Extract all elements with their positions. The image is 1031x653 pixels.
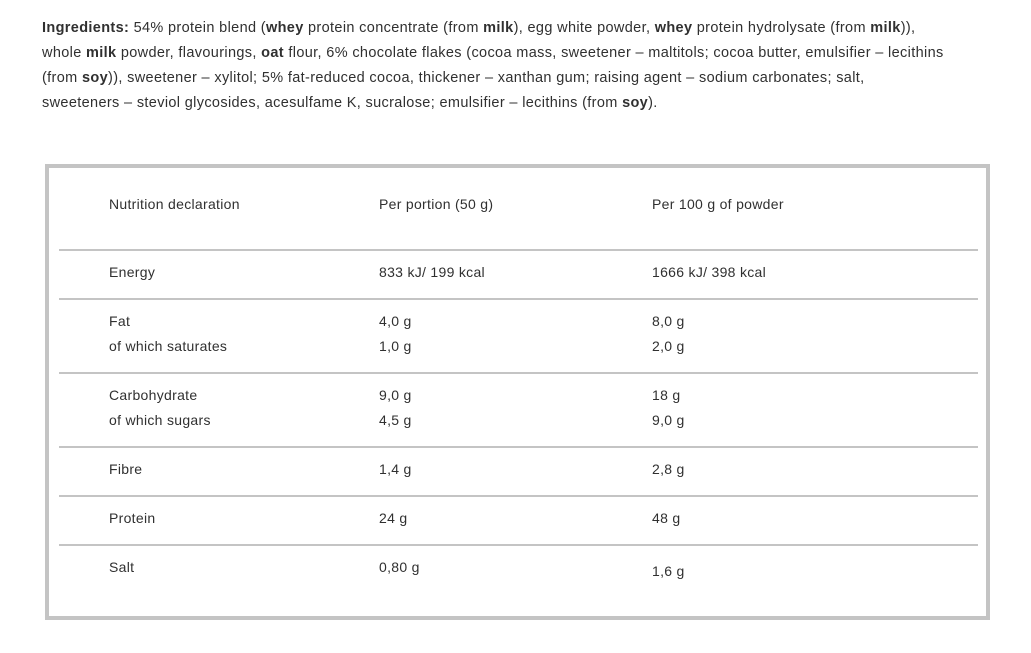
per-100g-value-cell: 1,6 g [652, 555, 966, 580]
row-divider [59, 249, 978, 251]
ingredients-line: (from soy)), sweetener – xylitol; 5% fat… [42, 66, 993, 91]
nutrient-label: Salt [109, 559, 135, 575]
ingredients-line: whole milk powder, flavourings, oat flou… [42, 41, 993, 66]
nutrition-label-page: Ingredients: 54% protein blend (whey pro… [0, 16, 1031, 653]
nutrient-value: 1,0 g [379, 338, 412, 354]
per-100g-value-cell: 18 g 9,0 g [652, 383, 966, 433]
per-portion-value-cell: 0,80 g [379, 555, 652, 580]
ingredient-text: flour, 6% chocolate flakes (cocoa mass, … [283, 45, 944, 61]
ingredient-text: sweeteners – steviol glycosides, acesulf… [42, 95, 623, 111]
per-portion-value-cell: 24 g [379, 506, 652, 531]
table-row-energy: Energy 833 kJ/ 199 kcal 1666 kJ/ 398 kca… [49, 251, 986, 298]
nutrient-name-cell: Energy [109, 260, 379, 285]
ingredient-allergen-emphasis: whey [654, 20, 693, 36]
ingredient-text: (from [42, 70, 82, 86]
per-portion-value-cell: 9,0 g 4,5 g [379, 383, 652, 433]
ingredient-allergen-emphasis: soy [81, 70, 109, 86]
table-header-row: Nutrition declaration Per portion (50 g)… [49, 168, 986, 249]
nutrition-table: Nutrition declaration Per portion (50 g)… [45, 164, 990, 620]
ingredients-line: sweeteners – steviol glycosides, acesulf… [42, 91, 993, 116]
row-divider [59, 495, 978, 497]
nutrient-value: 0,80 g [379, 559, 420, 575]
header-label: Per portion (50 g) [379, 196, 494, 212]
ingredient-text: protein hydrolysate (from [692, 20, 871, 36]
header-label: Per 100 g of powder [652, 196, 784, 212]
table-row-protein: Protein 24 g 48 g [49, 497, 986, 544]
ingredient-text: protein concentrate (from [303, 20, 484, 36]
ingredient-allergen-emphasis: milk [870, 20, 901, 36]
nutrient-name-cell: Fat of which saturates [109, 309, 379, 359]
nutrient-value: 4,0 g [379, 313, 412, 329]
nutrient-value: 8,0 g [652, 313, 685, 329]
ingredient-text: )), [900, 20, 916, 36]
nutrient-label: Energy [109, 264, 156, 280]
per-100g-value-cell: 8,0 g 2,0 g [652, 309, 966, 359]
header-label: Nutrition declaration [109, 196, 240, 212]
table-row-salt: Salt 0,80 g 1,6 g [49, 546, 986, 614]
ingredient-allergen-emphasis: soy [622, 95, 649, 111]
nutrient-label: Carbohydrate [109, 387, 198, 403]
per-100g-value-cell: 48 g [652, 506, 966, 531]
ingredient-text: 54% protein blend ( [133, 20, 266, 36]
header-cell-per-100g: Per 100 g of powder [652, 196, 966, 212]
header-cell-per-portion: Per portion (50 g) [379, 196, 652, 212]
per-100g-value-cell: 1666 kJ/ 398 kcal [652, 260, 966, 285]
nutrient-value: 2,8 g [652, 461, 685, 477]
nutrient-value: 18 g [652, 387, 681, 403]
ingredient-text: ). [648, 95, 658, 111]
nutrient-label: of which saturates [109, 338, 228, 354]
nutrient-value: 1666 kJ/ 398 kcal [652, 264, 767, 280]
row-divider [59, 372, 978, 374]
nutrient-name-cell: Protein [109, 506, 379, 531]
row-divider [59, 298, 978, 300]
nutrient-label: of which sugars [109, 412, 211, 428]
per-portion-value-cell: 833 kJ/ 199 kcal [379, 260, 652, 285]
ingredient-text: )), sweetener – xylitol; 5% fat-reduced … [108, 70, 865, 86]
nutrient-value: 4,5 g [379, 412, 412, 428]
row-divider [59, 446, 978, 448]
row-divider [59, 544, 978, 546]
ingredient-allergen-emphasis: milk [483, 20, 514, 36]
ingredients-line: Ingredients: 54% protein blend (whey pro… [42, 16, 993, 41]
header-cell-nutrition-declaration: Nutrition declaration [109, 196, 379, 212]
nutrient-value: 9,0 g [652, 412, 685, 428]
ingredient-text: powder, flavourings, [116, 45, 262, 61]
nutrient-value: 48 g [652, 510, 681, 526]
nutrient-label: Fat [109, 313, 131, 329]
per-portion-value-cell: 4,0 g 1,0 g [379, 309, 652, 359]
nutrient-value: 833 kJ/ 199 kcal [379, 264, 485, 280]
ingredient-allergen-emphasis: Ingredients: [42, 20, 134, 36]
per-100g-value-cell: 2,8 g [652, 457, 966, 482]
table-body: Energy 833 kJ/ 199 kcal 1666 kJ/ 398 kca… [49, 249, 986, 614]
nutrient-value: 1,6 g [652, 563, 685, 579]
table-row-fat: Fat of which saturates 4,0 g 1,0 g 8,0 g 2,… [49, 300, 986, 372]
nutrient-label: Fibre [109, 461, 143, 477]
ingredient-text: whole [42, 45, 87, 61]
ingredient-allergen-emphasis: oat [261, 45, 284, 61]
nutrient-value: 2,0 g [652, 338, 685, 354]
nutrient-name-cell: Salt [109, 555, 379, 580]
nutrient-name-cell: Fibre [109, 457, 379, 482]
table-row-carbohydrate: Carbohydrate of which sugars 9,0 g 4,5 g 1… [49, 374, 986, 446]
per-portion-value-cell: 1,4 g [379, 457, 652, 482]
nutrient-label: Protein [109, 510, 156, 526]
nutrient-value: 1,4 g [379, 461, 412, 477]
ingredient-allergen-emphasis: whey [265, 20, 304, 36]
table-row-fibre: Fibre 1,4 g 2,8 g [49, 448, 986, 495]
ingredient-text: ), egg white powder, [513, 20, 655, 36]
nutrient-name-cell: Carbohydrate of which sugars [109, 383, 379, 433]
ingredients-paragraph: Ingredients: 54% protein blend (whey pro… [42, 16, 993, 116]
nutrient-value: 24 g [379, 510, 408, 526]
nutrient-value: 9,0 g [379, 387, 412, 403]
ingredient-allergen-emphasis: milk [86, 45, 117, 61]
